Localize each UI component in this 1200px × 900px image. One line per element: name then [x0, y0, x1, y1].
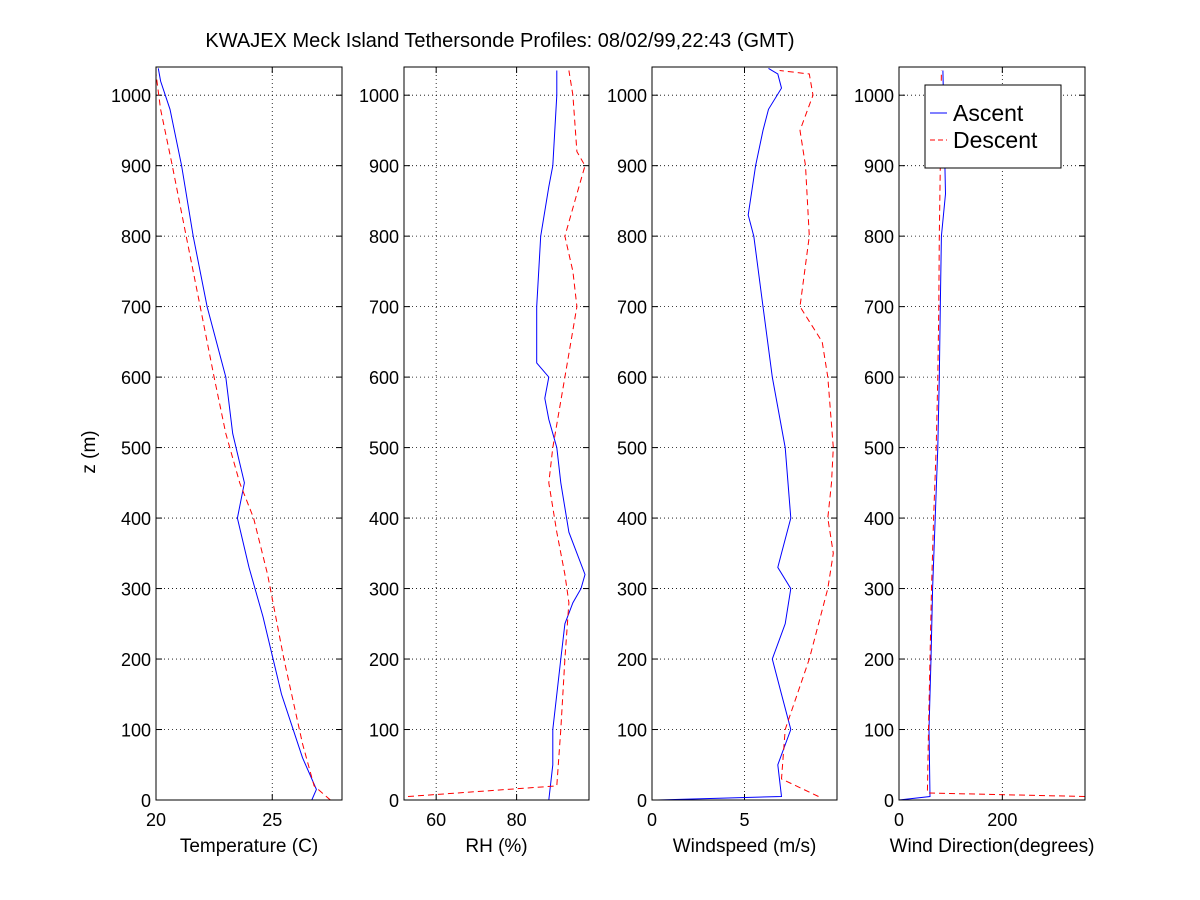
y-tick-label: 200: [617, 650, 647, 670]
y-tick-label: 500: [617, 439, 647, 459]
y-tick-label: 300: [369, 580, 399, 600]
y-tick-label: 400: [121, 509, 151, 529]
x-axis-label: Wind Direction(degrees): [890, 836, 1095, 857]
x-tick-label: 60: [426, 810, 446, 830]
axes-box: [651, 66, 838, 801]
x-tick-label: 20: [146, 810, 166, 830]
x-axis-label: Temperature (C): [180, 836, 318, 857]
x-tick-label: 25: [262, 810, 282, 830]
axes-box: [403, 66, 590, 801]
x-tick-label: 80: [507, 810, 527, 830]
x-axis-label: RH (%): [465, 836, 527, 857]
y-tick-label: 200: [864, 650, 894, 670]
y-tick-label: 200: [121, 650, 151, 670]
x-tick-label: 0: [894, 810, 904, 830]
y-tick-label: 400: [369, 509, 399, 529]
series-descent: [407, 70, 586, 797]
series-ascent: [899, 70, 947, 800]
panel-2: 0 100 200 300 400 500 600 700 800 900 1000 60 80 RH (…: [359, 66, 590, 857]
x-tick-label: 200: [987, 810, 1017, 830]
y-tick-label: 1000: [854, 86, 894, 106]
y-tick-label: 700: [369, 298, 399, 318]
y-tick-label: 0: [141, 791, 151, 811]
y-tick-label: 100: [864, 721, 894, 741]
y-tick-label: 300: [617, 580, 647, 600]
y-tick-label: 700: [121, 298, 151, 318]
y-tick-label: 700: [864, 298, 894, 318]
y-tick-label: 600: [864, 368, 894, 388]
y-tick-label: 1000: [111, 86, 151, 106]
plot-area: [899, 67, 1085, 800]
y-tick-label: 200: [369, 650, 399, 670]
y-tick-label: 800: [617, 227, 647, 247]
y-tick-label: 600: [617, 368, 647, 388]
y-tick-label: 700: [617, 298, 647, 318]
y-tick-label: 500: [369, 439, 399, 459]
figure-title: KWAJEX Meck Island Tethersonde Profiles:…: [205, 30, 795, 52]
y-tick-label: 800: [864, 227, 894, 247]
series-descent: [926, 70, 1085, 797]
series-ascent: [657, 67, 792, 800]
y-tick-label: 900: [121, 157, 151, 177]
series-descent: [779, 70, 834, 797]
y-tick-label: 300: [121, 580, 151, 600]
y-tick-label: 0: [389, 791, 399, 811]
y-tick-label: 100: [369, 721, 399, 741]
y-tick-label: 800: [121, 227, 151, 247]
axes-box: [898, 66, 1086, 801]
y-tick-label: 1000: [359, 86, 399, 106]
plot-area: [404, 67, 589, 800]
y-tick-label: 400: [864, 509, 894, 529]
y-tick-label: 900: [617, 157, 647, 177]
plot-area: [652, 67, 837, 800]
series-ascent: [157, 68, 317, 800]
y-tick-label: 100: [617, 721, 647, 741]
x-tick-label: 0: [647, 810, 657, 830]
y-tick-label: 800: [369, 227, 399, 247]
y-tick-label: 600: [121, 368, 151, 388]
legend-box: [924, 84, 1062, 169]
y-tick-label: 900: [369, 157, 399, 177]
series-ascent: [536, 70, 586, 800]
axes-box: [155, 66, 343, 801]
legend-label-descent: Descent: [953, 127, 1038, 153]
y-tick-label: 900: [864, 157, 894, 177]
x-axis-label: Windspeed (m/s): [673, 836, 817, 857]
y-tick-label: 0: [637, 791, 647, 811]
y-tick-label: 0: [884, 791, 894, 811]
y-tick-label: 500: [121, 439, 151, 459]
y-tick-label: 500: [864, 439, 894, 459]
y-tick-label: 1000: [607, 86, 647, 106]
plot-area: [156, 67, 342, 800]
panel-3: 0 100 200 300 400 500 600 700 800 900 1000 0 5 Windsp…: [607, 66, 838, 857]
y-axis-label: z (m): [79, 430, 100, 473]
y-tick-label: 400: [617, 509, 647, 529]
panel-4: 0 100 200 300 400 500 600 700 800 900 1000 0 200 Wind…: [854, 66, 1095, 857]
legend-label-ascent: Ascent: [953, 100, 1024, 126]
x-tick-label: 5: [739, 810, 749, 830]
panel-1: 0 100 200 300 400 500 600 700 800 900 1000 20 25 Temp…: [111, 66, 343, 857]
y-tick-label: 100: [121, 721, 151, 741]
y-tick-label: 600: [369, 368, 399, 388]
y-tick-label: 300: [864, 580, 894, 600]
